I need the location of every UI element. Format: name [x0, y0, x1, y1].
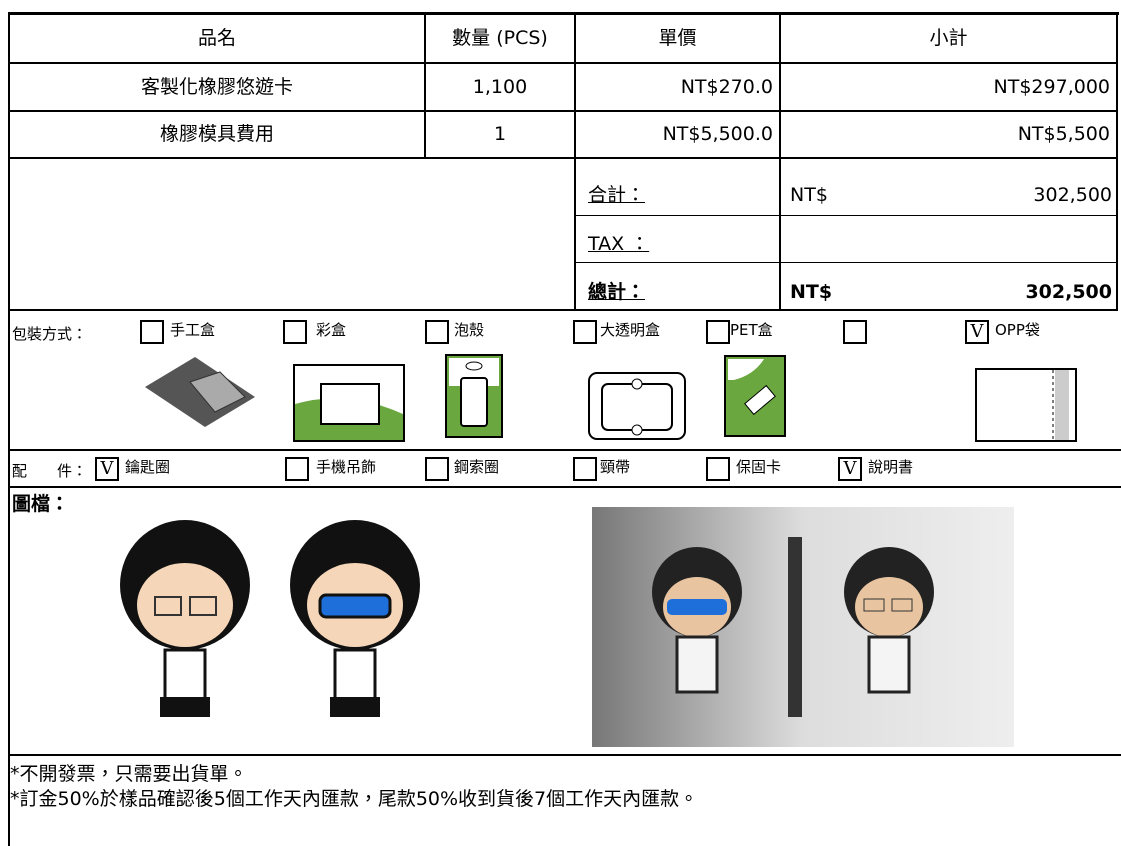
opp-bag-picture: [975, 368, 1077, 442]
accessories-label: 配 件：: [12, 462, 88, 480]
table-cell: NT$297,000: [993, 76, 1110, 98]
option-label: 頸帶: [600, 458, 631, 476]
option-label: 手工盒: [170, 321, 216, 339]
option-label: 保固卡: [736, 458, 782, 476]
option-label: 泡殼: [454, 321, 485, 339]
header-cell: 單價: [658, 27, 697, 49]
images-label: 圖檔：: [12, 493, 70, 515]
clear-box-picture: [588, 372, 686, 440]
blister-picture: [445, 354, 503, 438]
option-label: 手機吊飾: [316, 458, 377, 476]
option-label: OPP袋: [995, 321, 1040, 339]
header-cell: 數量 (PCS): [452, 27, 548, 49]
checkbox: [425, 320, 449, 344]
summary-label: 合計：: [588, 184, 646, 206]
product-photo: [592, 507, 1014, 747]
table-cell: 1,100: [472, 76, 528, 98]
box-picture: [145, 357, 255, 427]
checkbox: [573, 457, 597, 481]
checkbox: [706, 320, 730, 344]
summary-amount: 302,500: [1033, 184, 1112, 206]
option-label: PET盒: [730, 321, 773, 339]
checkbox: [283, 320, 307, 344]
checkbox: [843, 320, 867, 344]
header-cell: 小計: [929, 27, 968, 49]
checkbox: [706, 457, 730, 481]
checkbox: V: [965, 320, 989, 344]
pet-box-picture: [724, 355, 786, 437]
table-cell: NT$270.0: [680, 76, 773, 98]
note: *訂金50%於樣品確認後5個工作天內匯款，尾款50%收到貨後7個工作天內匯款。: [10, 788, 699, 810]
summary-label: 總計：: [588, 281, 646, 303]
table-cell: 1: [493, 123, 507, 145]
summary-amount: 302,500: [1025, 281, 1112, 303]
option-label: 鑰匙圈: [125, 458, 171, 476]
summary-currency: NT$: [790, 281, 833, 303]
table-cell: NT$5,500: [1017, 123, 1110, 145]
checkbox: [425, 457, 449, 481]
table-cell: NT$5,500.0: [662, 123, 773, 145]
table-cell: 客製化橡膠悠遊卡: [140, 76, 293, 98]
color-box-picture: [293, 364, 405, 442]
option-label: 鋼索圈: [454, 458, 500, 476]
option-label: 說明書: [868, 458, 914, 476]
header-cell: 品名: [197, 27, 236, 49]
checkbox: V: [838, 457, 862, 481]
summary-label: TAX ：: [588, 233, 650, 255]
option-label: 彩盒: [316, 321, 347, 339]
character-illustration: [120, 520, 420, 717]
packaging-label: 包裝方式：: [12, 325, 88, 343]
summary-currency: NT$: [790, 184, 828, 206]
table-cell: 橡膠模具費用: [159, 123, 274, 145]
checkbox: V: [95, 457, 119, 481]
option-label: 大透明盒: [600, 321, 661, 339]
note: *不開發票，只需要出貨單。: [10, 763, 248, 785]
checkbox: [573, 320, 597, 344]
checkbox: [285, 457, 309, 481]
checkbox: [140, 320, 164, 344]
